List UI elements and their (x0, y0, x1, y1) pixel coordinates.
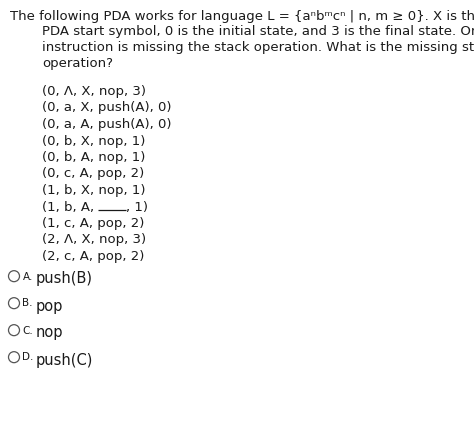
Text: instruction is missing the stack operation. What is the missing stack: instruction is missing the stack operati… (42, 41, 474, 54)
Text: (2, Λ, X, nop, 3): (2, Λ, X, nop, 3) (42, 233, 146, 247)
Text: (1, b, X, nop, 1): (1, b, X, nop, 1) (42, 184, 146, 197)
Text: (2, c, A, pop, 2): (2, c, A, pop, 2) (42, 250, 145, 263)
Text: , 1): , 1) (127, 200, 148, 214)
Text: D.: D. (22, 353, 34, 363)
Text: (0, Λ, X, nop, 3): (0, Λ, X, nop, 3) (42, 85, 146, 98)
Text: (0, b, A, nop, 1): (0, b, A, nop, 1) (42, 151, 146, 164)
Text: C.: C. (22, 326, 33, 335)
Text: operation?: operation? (42, 57, 113, 69)
Text: The following PDA works for language L = {aⁿbᵐcⁿ | n, m ≥ 0}. X is the: The following PDA works for language L =… (10, 10, 474, 23)
Text: push(C): push(C) (36, 353, 93, 368)
Text: push(B): push(B) (36, 272, 92, 287)
Text: B.: B. (22, 299, 33, 308)
Text: (1, b, A,: (1, b, A, (42, 200, 99, 214)
Text: (1, c, A, pop, 2): (1, c, A, pop, 2) (42, 217, 145, 230)
Text: (0, c, A, pop, 2): (0, c, A, pop, 2) (42, 167, 144, 181)
Text: (0, b, X, nop, 1): (0, b, X, nop, 1) (42, 135, 146, 148)
Text: A.: A. (22, 272, 33, 281)
Text: PDA start symbol, 0 is the initial state, and 3 is the final state. One: PDA start symbol, 0 is the initial state… (42, 25, 474, 39)
Text: (0, a, A, push(A), 0): (0, a, A, push(A), 0) (42, 118, 172, 131)
Text: nop: nop (36, 326, 63, 341)
Text: pop: pop (36, 299, 63, 314)
Text: (0, a, X, push(A), 0): (0, a, X, push(A), 0) (42, 102, 172, 115)
